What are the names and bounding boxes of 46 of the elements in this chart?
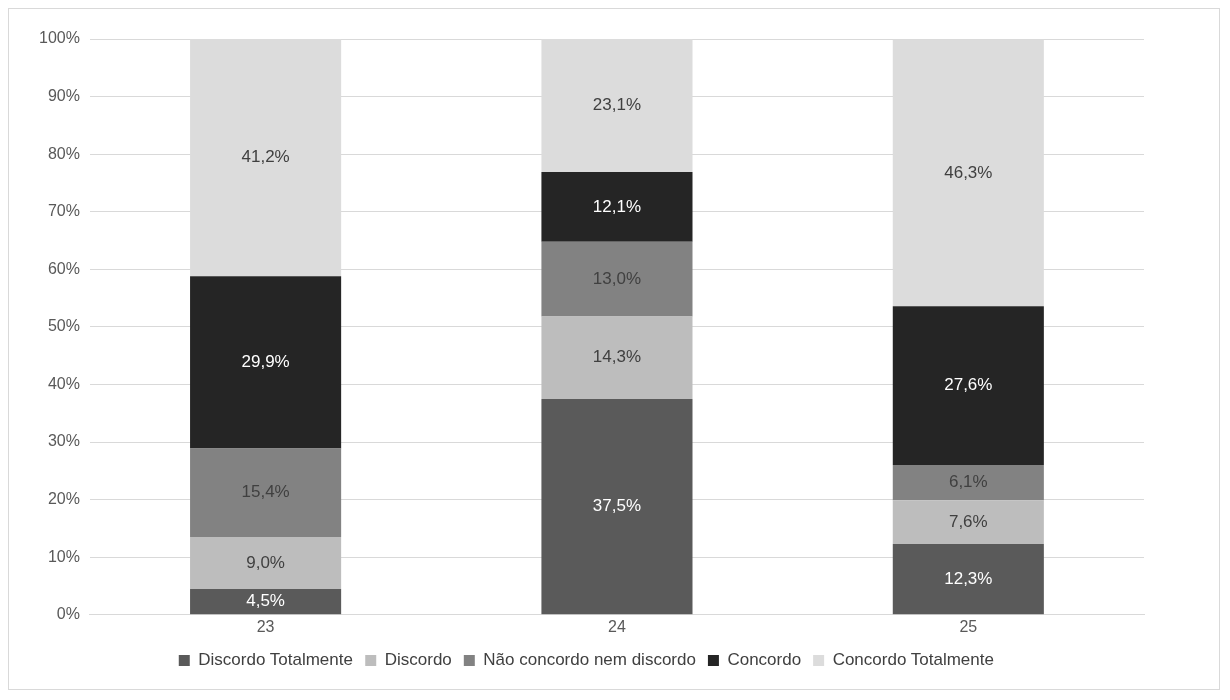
legend-label: Discordo — [384, 650, 452, 670]
bar — [541, 316, 693, 399]
y-tick-label: 90% — [47, 86, 80, 104]
y-tick-label: 60% — [47, 259, 80, 277]
legend-label: Concordo Totalmente — [832, 650, 994, 670]
bar — [541, 398, 693, 615]
data-label: 7,6% — [948, 511, 988, 531]
data-label: 15,4% — [241, 482, 290, 502]
data-label: 13,0% — [592, 268, 642, 288]
x-tick-label: 24 — [608, 617, 626, 635]
data-label: 9,0% — [246, 552, 285, 572]
bar — [541, 172, 693, 242]
y-tick-label: 70% — [47, 202, 80, 220]
bar — [892, 306, 1044, 466]
bar — [190, 588, 342, 615]
y-tick-label: 80% — [47, 144, 80, 162]
data-label: 37,5% — [592, 496, 642, 516]
data-label: 12,1% — [592, 196, 642, 216]
legend-label: Discordo Totalmente — [198, 650, 353, 670]
bar — [892, 500, 1044, 544]
data-label: 12,3% — [944, 568, 993, 588]
data-label: 14,3% — [592, 347, 642, 367]
data-label: 46,3% — [944, 162, 993, 182]
bar — [190, 448, 342, 538]
y-tick-label: 40% — [47, 374, 80, 392]
bar — [541, 241, 693, 317]
x-tick-label: 25 — [959, 617, 978, 635]
data-label: 41,2% — [241, 147, 290, 167]
data-label: 4,5% — [246, 591, 285, 611]
data-label: 6,1% — [948, 472, 988, 492]
bar — [190, 276, 342, 449]
y-tick-label: 20% — [47, 490, 80, 508]
x-tick-label: 23 — [256, 617, 275, 635]
bar — [892, 543, 1044, 615]
y-tick-label: 10% — [47, 547, 80, 565]
y-tick-label: 50% — [47, 317, 80, 335]
legend-label: Concordo — [727, 650, 802, 670]
y-tick-label: 30% — [47, 432, 80, 450]
y-tick-label: 0% — [56, 605, 80, 623]
data-label: 27,6% — [944, 375, 993, 395]
bar — [892, 465, 1044, 501]
bar — [190, 537, 342, 589]
data-label: 29,9% — [241, 352, 290, 371]
y-tick-label: 100% — [39, 29, 80, 47]
data-label: 23,1% — [592, 95, 642, 115]
legend-label: Não concordo nem discordo — [483, 650, 696, 670]
